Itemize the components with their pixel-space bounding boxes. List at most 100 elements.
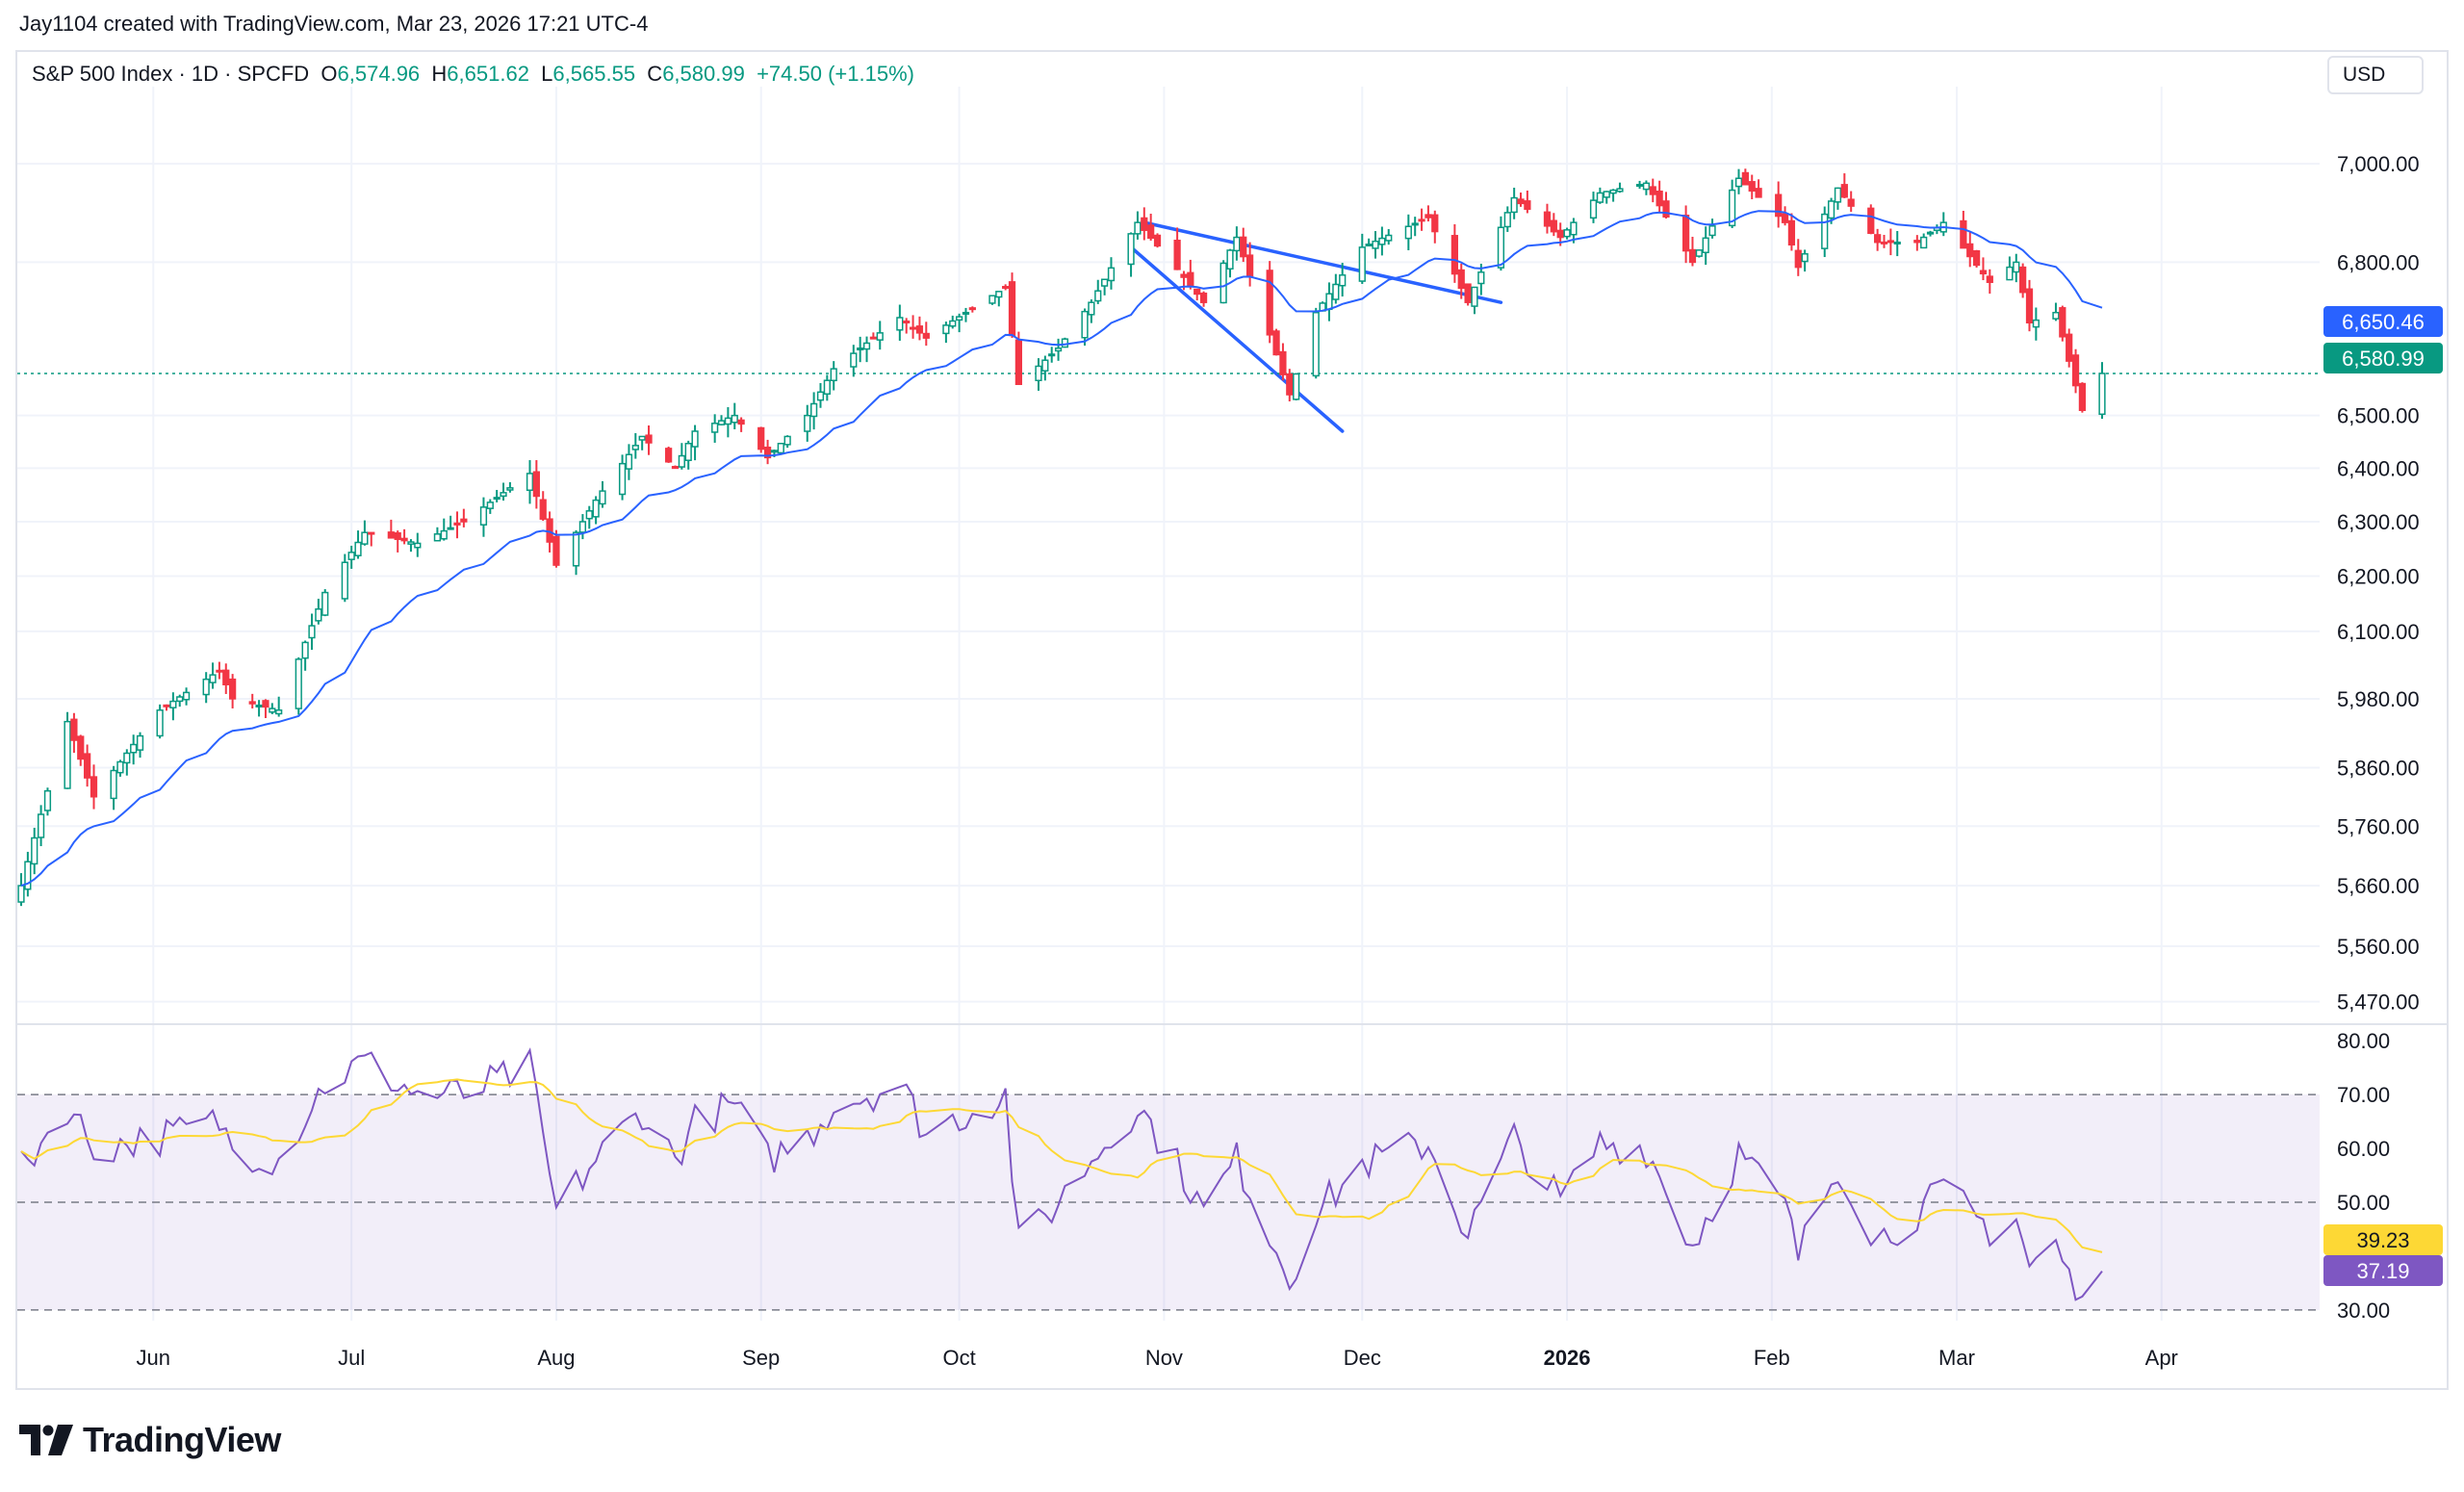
candle-body: [1960, 219, 1967, 249]
candle: [903, 318, 911, 334]
candle-body: [691, 430, 699, 448]
candle: [1775, 181, 1783, 228]
candle-body: [262, 700, 270, 708]
candle: [1609, 189, 1617, 202]
candle-body: [903, 320, 911, 324]
candle: [361, 520, 369, 546]
candle: [1233, 226, 1241, 261]
candle-body: [1616, 188, 1624, 193]
candle-body: [1920, 236, 1928, 249]
candle: [1450, 224, 1458, 283]
candle-body: [1775, 193, 1783, 218]
candle: [1741, 168, 1749, 186]
candle-body: [724, 417, 732, 425]
candle-body: [2013, 261, 2020, 273]
candle: [955, 313, 963, 333]
candle-body: [1332, 283, 1340, 300]
candle: [684, 440, 692, 470]
candle: [988, 295, 996, 305]
candle: [949, 315, 957, 329]
candle-body: [1787, 219, 1796, 246]
candle: [1524, 190, 1531, 214]
candle-body: [955, 316, 963, 322]
candle-body: [922, 332, 930, 339]
price-tick-label: 7,000.00: [2337, 152, 2420, 176]
candle-body: [1926, 231, 1935, 235]
candle: [1543, 203, 1552, 234]
candle-body: [110, 769, 117, 800]
candle-body: [1088, 301, 1095, 316]
candle-body: [169, 700, 177, 708]
rsi-tick-label: 30.00: [2337, 1299, 2390, 1323]
candle: [110, 765, 117, 810]
candle-body: [968, 307, 976, 311]
symbol-title: S&P 500 Index · 1D · SPCFD: [32, 62, 310, 86]
time-tick-label: Nov: [1145, 1346, 1183, 1370]
candle-body: [1219, 262, 1227, 304]
candle-body: [1570, 221, 1578, 236]
candle-body: [182, 691, 191, 701]
candle-body: [1471, 286, 1478, 307]
candle-body: [64, 720, 71, 789]
candle-body: [216, 669, 223, 673]
candle: [552, 529, 560, 568]
rsi-value-tag: 37.19: [2323, 1255, 2443, 1286]
open-value: 6,574.96: [337, 62, 421, 86]
trendline-0: [1142, 220, 1503, 304]
candle: [1734, 168, 1743, 194]
candle: [1061, 337, 1069, 348]
candle-body: [1081, 310, 1089, 339]
candle: [295, 656, 302, 715]
candle-body: [942, 324, 950, 335]
candle-body: [995, 291, 1003, 298]
candle-body: [1681, 214, 1690, 252]
candle: [1199, 291, 1208, 307]
candle-body: [1556, 229, 1564, 239]
candle-body: [678, 454, 685, 468]
candle-body: [631, 445, 639, 450]
candle: [757, 426, 765, 453]
candle: [1603, 191, 1610, 204]
currency-button[interactable]: USD: [2327, 56, 2424, 94]
candle-body: [176, 696, 184, 703]
candle: [479, 497, 488, 537]
candle: [830, 361, 837, 391]
candle: [1840, 173, 1848, 198]
candle: [665, 446, 673, 463]
candle: [1550, 213, 1557, 237]
candle: [77, 734, 85, 766]
candle-body: [572, 531, 580, 567]
candle-body: [400, 537, 408, 542]
candle: [1966, 231, 1974, 268]
candle: [1517, 193, 1525, 207]
time-tick-label: Jun: [137, 1346, 170, 1370]
candle-body: [1418, 219, 1425, 222]
candle: [130, 734, 138, 765]
candle-body: [552, 535, 560, 566]
candle: [1497, 216, 1505, 271]
candle: [731, 402, 738, 430]
candle-body: [1424, 214, 1432, 219]
candle-body: [479, 506, 488, 526]
candle-body: [1134, 221, 1142, 235]
candle: [2052, 302, 2060, 322]
candle-body: [857, 347, 864, 351]
ema-line: [20, 210, 2103, 887]
candle-body: [862, 342, 871, 350]
candle: [1642, 180, 1651, 195]
candle: [354, 530, 362, 559]
candle: [407, 539, 415, 553]
last-price-tag: 6,580.99: [2323, 343, 2443, 373]
candle-body: [1656, 190, 1663, 207]
candle-body: [1378, 237, 1386, 245]
candle-body: [1008, 281, 1016, 337]
price-tick-label: 6,300.00: [2337, 510, 2420, 534]
candle: [394, 530, 401, 553]
candle-body: [804, 414, 811, 432]
candle-body: [645, 434, 653, 444]
price-tick-label: 6,800.00: [2337, 250, 2420, 274]
candle: [64, 711, 71, 789]
candle-body: [1339, 274, 1347, 287]
candle-body: [737, 419, 745, 425]
